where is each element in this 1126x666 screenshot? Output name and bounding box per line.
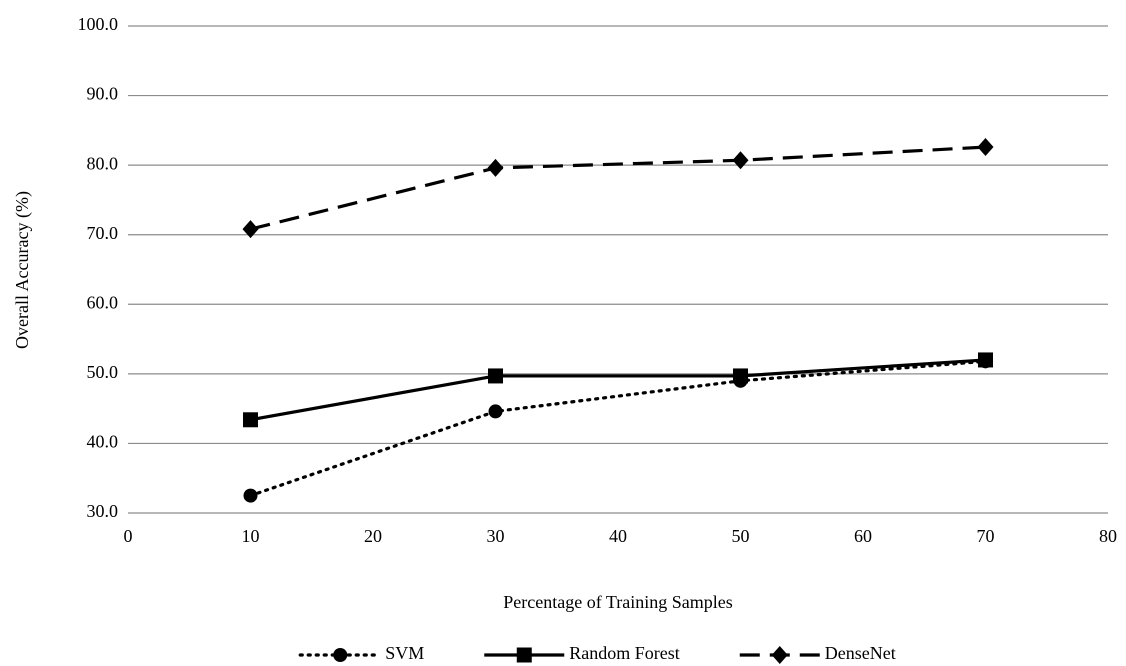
x-tick-label: 20	[364, 526, 382, 546]
marker	[488, 368, 503, 384]
y-tick-label: 90.0	[87, 84, 119, 104]
legend-label: DenseNet	[825, 643, 896, 663]
marker	[243, 488, 258, 503]
y-tick-label: 60.0	[87, 292, 119, 312]
x-tick-label: 70	[977, 526, 995, 546]
marker	[771, 646, 788, 664]
y-tick-label: 50.0	[87, 362, 119, 382]
x-tick-label: 50	[732, 526, 750, 546]
legend-label: SVM	[385, 643, 424, 663]
y-tick-label: 100.0	[78, 14, 119, 34]
series-line	[250, 145, 986, 231]
y-tick-label: 40.0	[87, 432, 119, 452]
legend: SVM Random Forest DenseNet	[298, 643, 896, 664]
y-axis-label: Overall Accuracy (%)	[12, 191, 33, 349]
marker	[978, 352, 993, 368]
marker	[516, 647, 532, 663]
x-tick-label: 60	[854, 526, 872, 546]
marker	[488, 404, 503, 419]
legend-item: SVM	[298, 643, 424, 663]
series-line	[250, 358, 986, 422]
legend-item: DenseNet	[739, 643, 896, 664]
marker	[487, 158, 504, 177]
legend-item: Random Forest	[484, 643, 680, 663]
marker	[333, 648, 348, 662]
x-axis-label: Percentage of Training Samples	[503, 592, 732, 612]
x-tick-label: 30	[487, 526, 505, 546]
series-line	[248, 359, 988, 498]
marker	[243, 412, 258, 428]
y-tick-label: 70.0	[87, 223, 119, 243]
y-tick-label: 30.0	[87, 501, 119, 521]
x-tick-label: 40	[609, 526, 627, 546]
x-tick-label: 80	[1099, 526, 1117, 546]
marker	[977, 138, 994, 157]
marker	[732, 151, 749, 170]
x-tick-label: 0	[124, 526, 133, 546]
marker	[242, 220, 259, 239]
legend-label: Random Forest	[569, 643, 680, 663]
y-tick-label: 80.0	[87, 153, 119, 173]
marker	[733, 368, 748, 384]
x-tick-label: 10	[242, 526, 260, 546]
